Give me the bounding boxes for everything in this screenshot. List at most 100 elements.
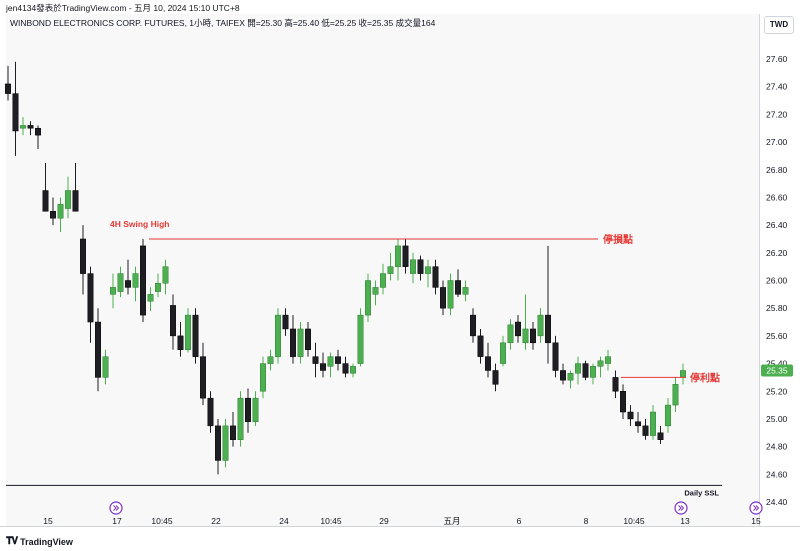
candle: [27, 121, 34, 136]
candle-body: [425, 266, 431, 274]
candle: [245, 388, 251, 433]
candle: [642, 418, 649, 440]
candle-body: [605, 356, 611, 364]
candle-body: [140, 245, 146, 316]
candle-body: [492, 370, 499, 385]
candle: [597, 356, 604, 378]
candle: [425, 259, 431, 288]
candle-body: [372, 287, 379, 295]
candle-body: [237, 397, 244, 440]
candle: [612, 370, 619, 399]
candle-body: [357, 314, 364, 364]
candle: [560, 363, 566, 385]
y-tick-label: 25.40: [766, 359, 788, 369]
candle-body: [620, 391, 626, 413]
last-price-label: 25.35: [766, 365, 788, 375]
candle: [462, 280, 469, 302]
x-tick-label: 24: [279, 516, 289, 526]
candle-body: [297, 328, 304, 357]
candle-body: [192, 314, 199, 357]
price-axis[interactable]: 24.40 24.60 24.80 25.00 25.20 25.40 25.60 25.80…: [759, 14, 794, 527]
candle: [537, 308, 544, 343]
candle-body: [207, 397, 214, 427]
candle: [552, 335, 559, 378]
x-tick-label: 15: [751, 516, 761, 526]
candle: [372, 280, 379, 306]
candle: [162, 259, 169, 295]
candle-body: [365, 280, 371, 316]
candle-body: [327, 356, 334, 367]
candle-body: [132, 273, 139, 288]
candle: [222, 418, 229, 468]
candle: [170, 294, 176, 350]
candle-body: [582, 363, 589, 378]
footer[interactable]: 𝐓𝐕 TradingView: [6, 536, 73, 547]
candle: [312, 342, 319, 378]
candle-body: [305, 328, 311, 350]
y-tick-label: 25.80: [766, 303, 788, 313]
candle: [402, 238, 409, 274]
candle-body: [222, 425, 229, 461]
x-tick-label: 五月: [443, 516, 460, 526]
candle-body: [35, 127, 41, 136]
candle-body: [102, 356, 109, 378]
candle: [477, 328, 484, 364]
candle-body: [147, 294, 154, 302]
candle-body: [162, 266, 169, 284]
y-tick-label: 24.60: [766, 469, 788, 479]
candle-body: [230, 425, 236, 440]
candle: [582, 360, 589, 381]
y-tick-label: 27.60: [766, 54, 788, 64]
candle-body: [650, 411, 656, 436]
candle-body: [42, 190, 49, 212]
y-tick-label: 26.60: [766, 192, 788, 202]
candle-body: [530, 328, 536, 344]
candle-body: [80, 238, 86, 274]
candle: [147, 287, 154, 311]
candle: [485, 342, 491, 378]
candle: [50, 197, 56, 226]
candle: [102, 349, 109, 385]
candle-body: [507, 324, 514, 344]
candle-body: [20, 125, 26, 129]
candle-body: [612, 377, 619, 392]
candle-body: [117, 273, 124, 292]
candle: [290, 315, 296, 364]
candle: [207, 391, 214, 433]
candle: [185, 308, 191, 353]
candle-body: [215, 425, 221, 461]
candles-layer: [5, 61, 686, 475]
dividend-icon: [674, 501, 688, 515]
candle: [327, 352, 334, 378]
candle: [447, 273, 454, 316]
candle: [410, 252, 416, 284]
candle: [237, 391, 244, 447]
candle: [12, 61, 19, 156]
candle-body: [5, 83, 11, 94]
currency-button[interactable]: TWD: [764, 16, 794, 34]
candle: [155, 273, 161, 298]
candle-body: [260, 363, 266, 392]
candle: [657, 425, 664, 444]
candle-body: [462, 287, 469, 295]
candle-body: [545, 314, 551, 344]
y-tick-label: 26.80: [766, 165, 788, 175]
candle-body: [155, 283, 161, 292]
candle: [117, 266, 124, 298]
candle: [320, 352, 326, 378]
candle: [365, 273, 371, 323]
candle: [455, 269, 461, 298]
time-axis[interactable]: 15 17 10:45 22 24 10:45 29 五月 6 8 10:45 13 15: [0, 516, 800, 527]
candle-body: [477, 335, 484, 357]
candle: [635, 412, 641, 433]
candle-body: [470, 314, 476, 337]
candle-body: [245, 397, 251, 422]
candle: [215, 418, 221, 475]
candle-body: [485, 356, 491, 371]
candle: [522, 294, 529, 350]
daily-ssl-label: Daily SSL: [684, 488, 719, 497]
candle-body: [65, 190, 71, 209]
candle: [65, 176, 71, 219]
candle: [282, 308, 289, 336]
